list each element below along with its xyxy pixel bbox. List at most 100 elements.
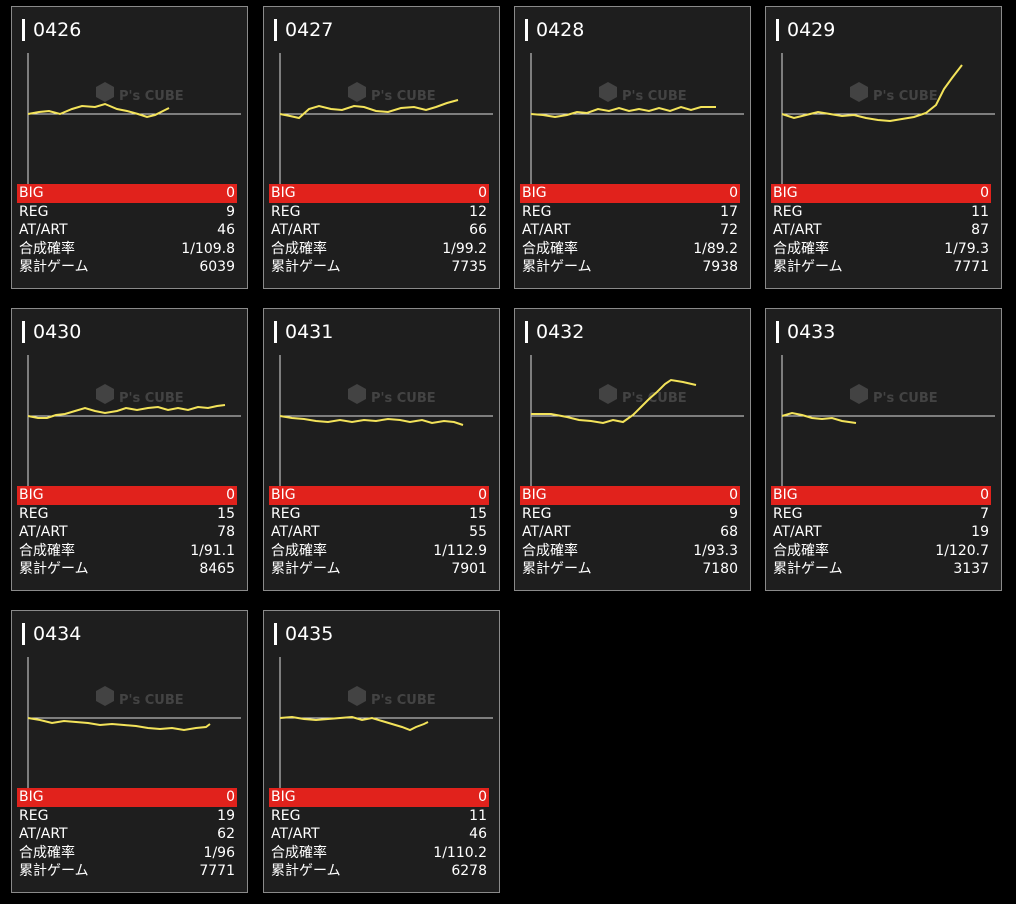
value: 62 [217, 826, 235, 843]
value: 68 [720, 524, 738, 541]
watermark-logo: P's CUBE [599, 384, 687, 406]
value: 1/99.2 [442, 240, 487, 257]
machine-card[interactable]: 0433 P's CUBE BIG 0 REG 7 AT/ART 19 合成確率 1/1… [765, 308, 1002, 591]
label: 累計ゲーム [19, 863, 89, 880]
combined-prob-row: 合成確率 1/79.3 [771, 240, 991, 259]
value: 78 [217, 524, 235, 541]
stats-table: BIG 0 REG 15 AT/ART 78 合成確率 1/91.1 累計ゲーム 8465 [17, 486, 237, 579]
slump-graph: P's CUBE [530, 355, 744, 489]
slump-graph: P's CUBE [27, 657, 241, 791]
label: REG [522, 505, 552, 522]
value: 7 [980, 505, 989, 522]
reg-row: REG 15 [269, 505, 489, 524]
big-row: BIG 0 [17, 486, 237, 505]
watermark-logo: P's CUBE [96, 686, 184, 708]
at-art-row: AT/ART 19 [771, 523, 991, 542]
machine-card[interactable]: 0435 P's CUBE BIG 0 REG 11 AT/ART 46 合成確率 1/… [263, 610, 500, 893]
label: BIG [271, 185, 296, 201]
slump-graph: P's CUBE [530, 53, 744, 187]
reg-row: REG 15 [17, 505, 237, 524]
machine-number: 0427 [274, 19, 333, 41]
combined-prob-row: 合成確率 1/93.3 [520, 542, 740, 561]
label: 累計ゲーム [271, 561, 341, 578]
stats-table: BIG 0 REG 12 AT/ART 66 合成確率 1/99.2 累計ゲーム 7735 [269, 184, 489, 277]
slump-graph: P's CUBE [279, 657, 493, 791]
machine-number: 0430 [22, 321, 81, 343]
value: 11 [469, 807, 487, 824]
stats-table: BIG 0 REG 19 AT/ART 62 合成確率 1/96 累計ゲーム 7771 [17, 788, 237, 881]
combined-prob-row: 合成確率 1/120.7 [771, 542, 991, 561]
label: 累計ゲーム [773, 561, 843, 578]
machine-card[interactable]: 0431 P's CUBE BIG 0 REG 15 AT/ART 55 合成確率 1/… [263, 308, 500, 591]
label: 合成確率 [271, 240, 327, 257]
value: 0 [980, 487, 989, 503]
reg-row: REG 11 [771, 203, 991, 222]
total-games-row: 累計ゲーム 7771 [17, 862, 237, 881]
value: 0 [729, 487, 738, 503]
svg-text:P's CUBE: P's CUBE [371, 89, 436, 104]
watermark-logo: P's CUBE [348, 82, 436, 104]
combined-prob-row: 合成確率 1/99.2 [269, 240, 489, 259]
slump-graph: P's CUBE [781, 53, 995, 187]
value: 46 [469, 826, 487, 843]
combined-prob-row: 合成確率 1/112.9 [269, 542, 489, 561]
value: 0 [478, 487, 487, 503]
svg-text:P's CUBE: P's CUBE [371, 391, 436, 406]
value: 1/112.9 [433, 542, 487, 559]
svg-text:P's CUBE: P's CUBE [622, 391, 687, 406]
machine-number: 0428 [525, 19, 584, 41]
stats-table: BIG 0 REG 9 AT/ART 68 合成確率 1/93.3 累計ゲーム 7180 [520, 486, 740, 579]
machine-card[interactable]: 0427 P's CUBE BIG 0 REG 12 AT/ART 66 合成確率 1/… [263, 6, 500, 289]
machine-card[interactable]: 0432 P's CUBE BIG 0 REG 9 AT/ART 68 合成確率 1/9… [514, 308, 751, 591]
reg-row: REG 12 [269, 203, 489, 222]
combined-prob-row: 合成確率 1/109.8 [17, 240, 237, 259]
stats-table: BIG 0 REG 9 AT/ART 46 合成確率 1/109.8 累計ゲーム 6039 [17, 184, 237, 277]
machine-card[interactable]: 0430 P's CUBE BIG 0 REG 15 AT/ART 78 合成確率 1/… [11, 308, 248, 591]
value: 7901 [451, 561, 487, 578]
svg-text:P's CUBE: P's CUBE [119, 693, 184, 708]
value: 15 [469, 505, 487, 522]
stats-table: BIG 0 REG 11 AT/ART 87 合成確率 1/79.3 累計ゲーム 7771 [771, 184, 991, 277]
value: 8465 [199, 561, 235, 578]
reg-row: REG 9 [520, 505, 740, 524]
total-games-row: 累計ゲーム 6278 [269, 862, 489, 881]
big-row: BIG 0 [269, 788, 489, 807]
watermark-logo: P's CUBE [850, 82, 938, 104]
value: 72 [720, 222, 738, 239]
value: 19 [217, 807, 235, 824]
machine-card[interactable]: 0434 P's CUBE BIG 0 REG 19 AT/ART 62 合成確率 1/… [11, 610, 248, 893]
svg-text:P's CUBE: P's CUBE [371, 693, 436, 708]
svg-text:P's CUBE: P's CUBE [119, 89, 184, 104]
watermark-logo: P's CUBE [96, 384, 184, 406]
value: 6039 [199, 259, 235, 276]
machine-number: 0429 [776, 19, 835, 41]
slump-graph: P's CUBE [279, 355, 493, 489]
machine-card[interactable]: 0429 P's CUBE BIG 0 REG 11 AT/ART 87 合成確率 1/… [765, 6, 1002, 289]
at-art-row: AT/ART 46 [269, 825, 489, 844]
label: BIG [522, 185, 547, 201]
value: 0 [478, 789, 487, 805]
machine-card[interactable]: 0426 P's CUBE BIG 0 REG 9 AT/ART 46 合成確率 1/1… [11, 6, 248, 289]
label: 累計ゲーム [522, 561, 592, 578]
total-games-row: 累計ゲーム 7180 [520, 560, 740, 579]
label: 合成確率 [773, 542, 829, 559]
big-row: BIG 0 [771, 184, 991, 203]
svg-text:P's CUBE: P's CUBE [119, 391, 184, 406]
value: 7938 [702, 259, 738, 276]
label: REG [271, 807, 301, 824]
at-art-row: AT/ART 87 [771, 221, 991, 240]
value: 9 [729, 505, 738, 522]
slump-graph: P's CUBE [781, 355, 995, 489]
machine-card[interactable]: 0428 P's CUBE BIG 0 REG 17 AT/ART 72 合成確率 1/… [514, 6, 751, 289]
label: REG [19, 807, 49, 824]
label: 合成確率 [271, 844, 327, 861]
stats-table: BIG 0 REG 17 AT/ART 72 合成確率 1/89.2 累計ゲーム 7938 [520, 184, 740, 277]
label: 合成確率 [522, 542, 578, 559]
combined-prob-row: 合成確率 1/96 [17, 844, 237, 863]
label: 累計ゲーム [522, 259, 592, 276]
value: 17 [720, 203, 738, 220]
label: 合成確率 [271, 542, 327, 559]
value: 1/79.3 [944, 240, 989, 257]
stats-table: BIG 0 REG 15 AT/ART 55 合成確率 1/112.9 累計ゲーム 790… [269, 486, 489, 579]
